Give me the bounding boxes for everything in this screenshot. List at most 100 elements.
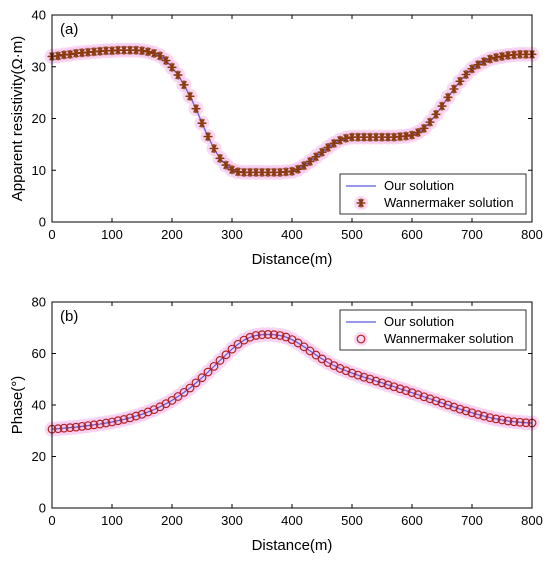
y-tick-label: 30	[32, 59, 46, 74]
x-tick-label: 500	[341, 513, 363, 528]
wannermaker-point	[77, 421, 87, 431]
wannermaker-point	[413, 127, 423, 138]
wannermaker-point	[455, 404, 465, 414]
wannermaker-point	[143, 407, 153, 417]
panel-b-legend-label-wannermaker-solution: Wannermaker solution	[384, 331, 514, 346]
wannermaker-point	[65, 423, 75, 433]
x-tick-label: 0	[48, 227, 55, 242]
panel-a-legend-label-our-solution: Our solution	[384, 178, 454, 193]
wannermaker-point	[455, 76, 465, 86]
x-tick-label: 400	[281, 227, 303, 242]
wannermaker-point	[485, 413, 495, 423]
wannermaker-point	[341, 133, 351, 143]
panel-a-x-ticks: 0 100 200 300 400 500 600 700 800	[48, 15, 543, 242]
panel-a-x-axis-label: Distance(m)	[252, 251, 333, 268]
wannermaker-point	[71, 422, 81, 432]
wannermaker-point	[83, 421, 93, 431]
x-tick-label: 100	[101, 227, 123, 242]
wannermaker-point	[113, 416, 123, 426]
wannermaker-point	[179, 80, 189, 90]
wannermaker-point	[149, 48, 159, 58]
panel-a-y-ticks: 0 10 20 30 40	[32, 8, 532, 230]
wannermaker-point	[491, 52, 501, 63]
panel-b-legend-circle-swatch	[354, 332, 368, 346]
wannermaker-point	[467, 408, 477, 418]
y-tick-label: 20	[32, 449, 46, 464]
wannermaker-point	[419, 392, 429, 402]
wannermaker-point	[185, 383, 195, 393]
x-tick-label: 200	[161, 513, 183, 528]
wannermaker-point	[353, 132, 363, 142]
wannermaker-point	[59, 423, 69, 433]
x-tick-label: 400	[281, 513, 303, 528]
wannermaker-point	[377, 378, 387, 388]
wannermaker-point	[269, 330, 279, 340]
panel-b-x-ticks: 0 100 200 300 400 500 600 700 800	[48, 302, 543, 528]
wannermaker-point	[443, 92, 453, 102]
x-tick-label: 100	[101, 513, 123, 528]
wannermaker-point	[497, 51, 507, 62]
wannermaker-point	[209, 361, 219, 371]
wannermaker-point	[227, 165, 237, 175]
x-tick-label: 700	[461, 513, 483, 528]
wannermaker-point	[125, 45, 135, 55]
x-tick-label: 800	[521, 513, 543, 528]
wannermaker-point	[497, 415, 507, 425]
panel-a-label: (a)	[60, 21, 78, 38]
wannermaker-point	[245, 167, 255, 177]
legend-asterisk	[356, 198, 366, 208]
wannermaker-point	[371, 376, 381, 386]
panel-a-legend-box	[339, 173, 527, 215]
panel-b-marker-series	[47, 330, 537, 434]
x-tick-label: 700	[461, 227, 483, 242]
panel-b-legend-box	[339, 309, 527, 351]
wannermaker-point	[407, 130, 417, 140]
wannermaker-point	[437, 101, 447, 111]
y-tick-label: 10	[32, 163, 46, 178]
y-tick-label: 80	[32, 295, 46, 310]
wannermaker-point	[311, 350, 321, 360]
wannermaker-point	[479, 411, 489, 421]
panel-a-legend-label-wannermaker-solution: Wannermaker solution	[384, 195, 514, 210]
wannermaker-point	[503, 416, 513, 426]
wannermaker-point	[251, 331, 261, 340]
wannermaker-point	[203, 132, 213, 142]
wannermaker-point	[119, 415, 129, 424]
wannermaker-point	[401, 386, 411, 395]
x-tick-label: 600	[401, 227, 423, 242]
wannermaker-point	[287, 166, 297, 176]
wannermaker-point	[353, 370, 363, 380]
wannermaker-point	[317, 147, 327, 157]
y-tick-label: 20	[32, 111, 46, 126]
wannermaker-point	[395, 384, 405, 394]
wannermaker-point	[461, 406, 471, 416]
wannermaker-point	[53, 424, 63, 434]
wannermaker-point	[443, 400, 453, 410]
wannermaker-point	[125, 413, 135, 423]
wannermaker-point	[407, 388, 417, 398]
wannermaker-point	[131, 45, 141, 55]
x-tick-label: 0	[48, 513, 55, 528]
y-tick-label: 40	[32, 8, 46, 23]
wannermaker-point	[401, 131, 411, 141]
wannermaker-point	[365, 374, 375, 384]
wannermaker-point	[323, 142, 333, 153]
wannermaker-point	[185, 91, 195, 101]
x-tick-label: 800	[521, 227, 543, 242]
y-tick-label: 0	[39, 501, 46, 516]
legend-circle	[356, 334, 366, 344]
x-tick-label: 200	[161, 227, 183, 242]
x-tick-label: 300	[221, 227, 243, 242]
wannermaker-point	[107, 417, 117, 427]
wannermaker-point	[173, 70, 183, 80]
wannermaker-point	[335, 364, 345, 373]
wannermaker-point	[245, 332, 255, 342]
wannermaker-point	[521, 418, 531, 428]
y-tick-label: 0	[39, 215, 46, 230]
panel-a-legend-asterisk-swatch	[354, 196, 368, 210]
wannermaker-point	[257, 330, 267, 340]
wannermaker-point	[203, 367, 213, 377]
